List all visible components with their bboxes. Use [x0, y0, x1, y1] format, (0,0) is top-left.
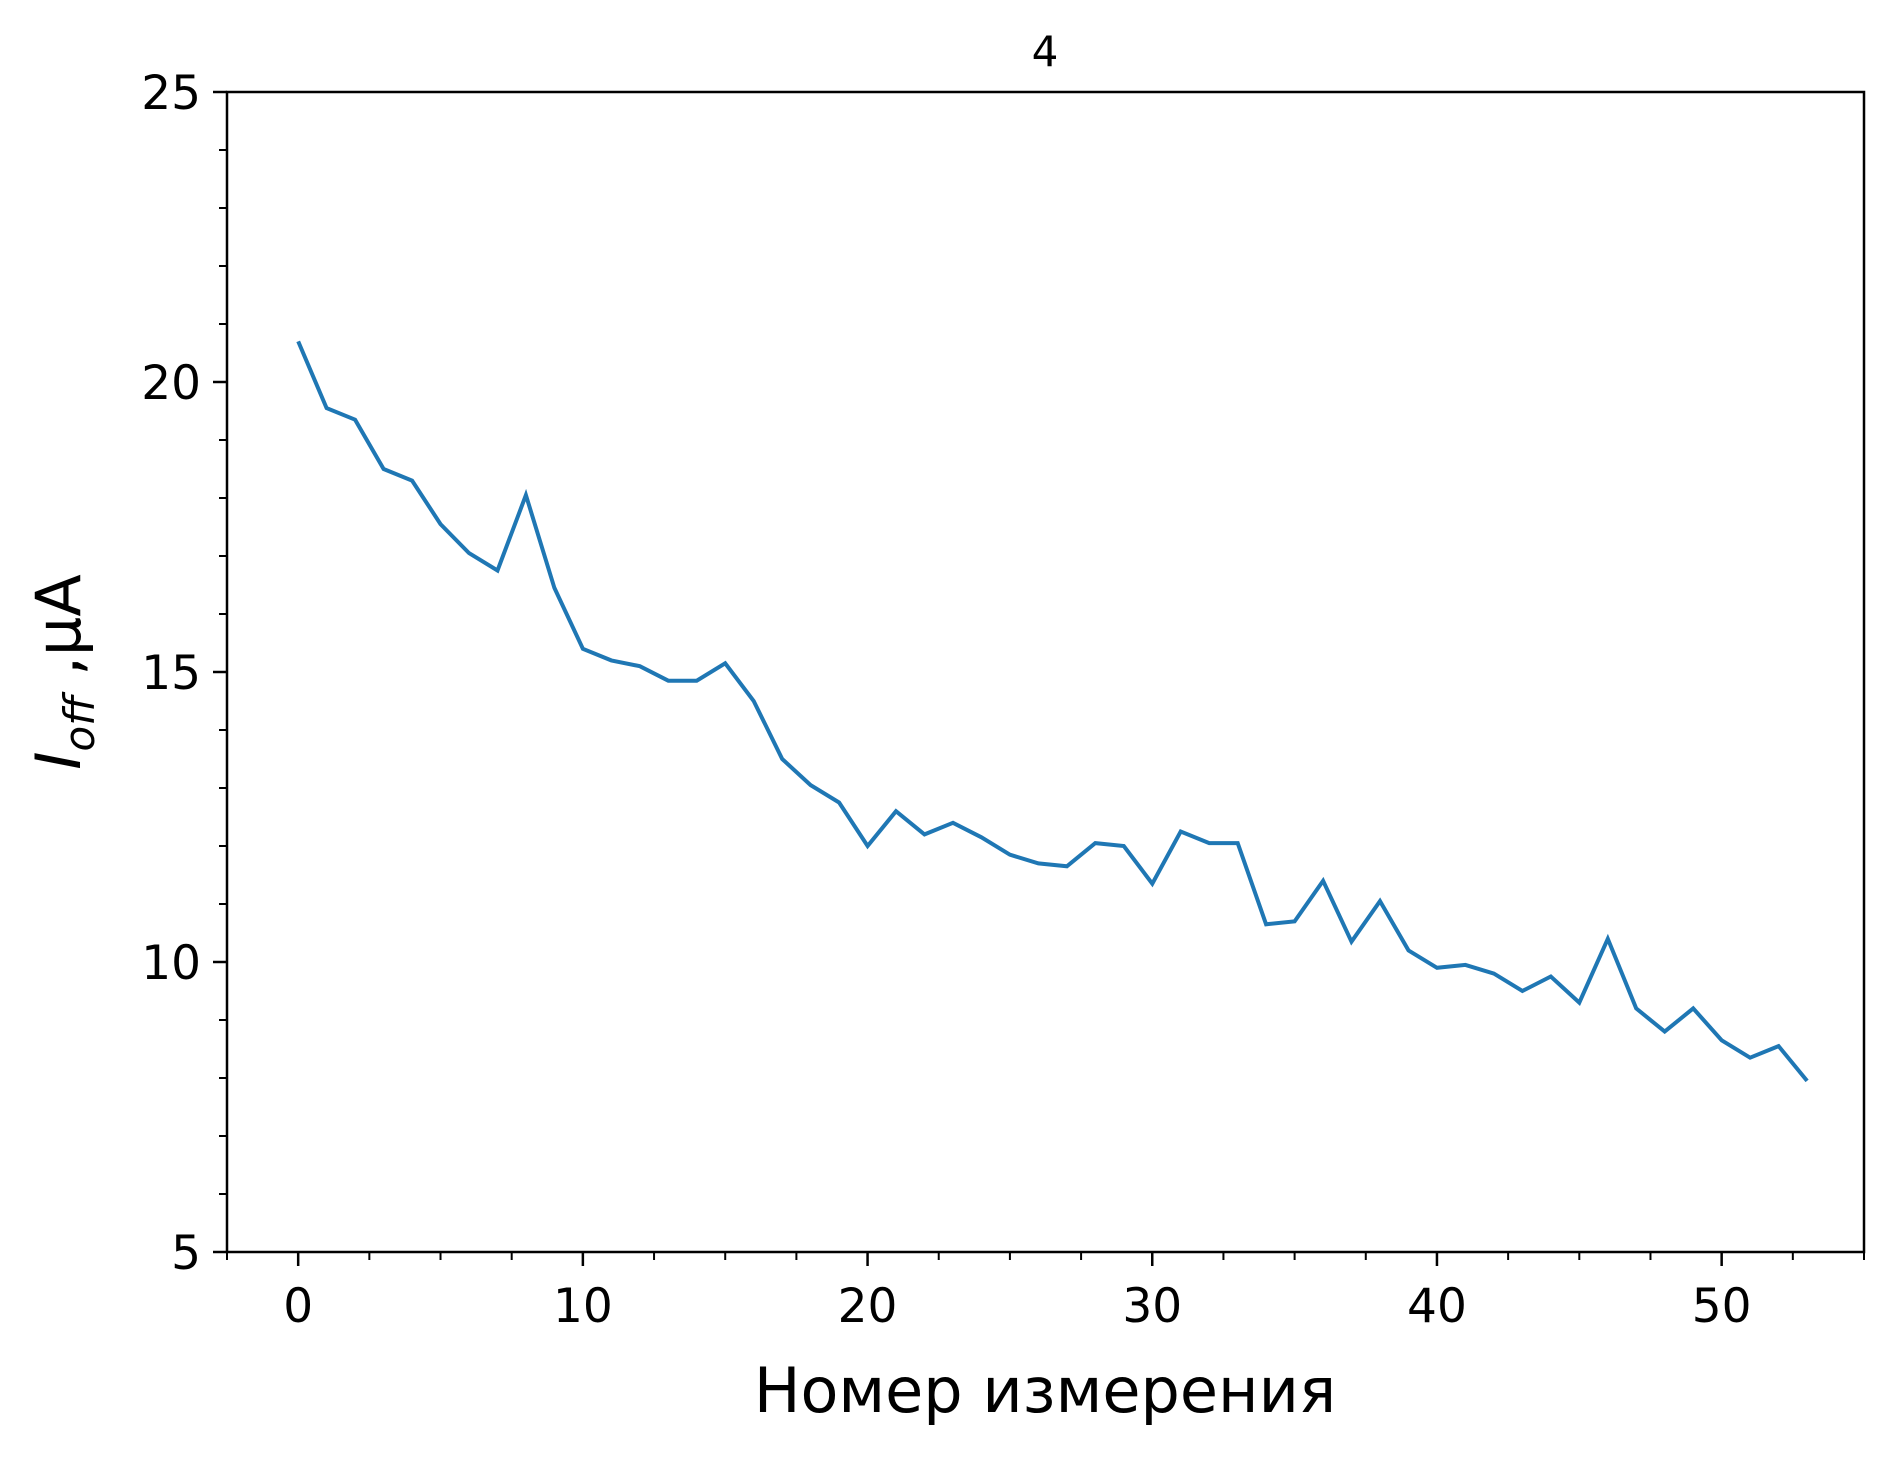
- ticks-layer: 0 10 20 30 40 50 5 10 15 20 25: [141, 66, 1865, 1334]
- series-layer: [296, 340, 1809, 1083]
- series-line: [296, 340, 1809, 1083]
- chart-title: 4: [1032, 27, 1059, 76]
- plot-frame: [225, 90, 1866, 1254]
- y-tick-label: 10: [141, 936, 201, 991]
- y-tick-label: 25: [141, 66, 201, 121]
- y-axis-title-unit: ,μA: [22, 574, 95, 695]
- y-axis-title-subscript: off: [55, 691, 104, 752]
- y-axis-title-main: I: [22, 752, 95, 770]
- y-tick-label: 20: [141, 356, 201, 411]
- y-tick-label: 15: [141, 646, 201, 701]
- x-axis-title: Номер измерения: [754, 1354, 1336, 1427]
- x-tick-label: 0: [283, 1279, 313, 1334]
- y-tick-label: 5: [171, 1226, 201, 1281]
- x-tick-label: 10: [553, 1279, 613, 1334]
- x-tick-label: 30: [1122, 1279, 1182, 1334]
- x-tick-label: 20: [838, 1279, 898, 1334]
- x-tick-label: 50: [1692, 1279, 1752, 1334]
- y-axis-title: Ioff ,μA: [22, 574, 104, 770]
- x-tick-label: 40: [1407, 1279, 1467, 1334]
